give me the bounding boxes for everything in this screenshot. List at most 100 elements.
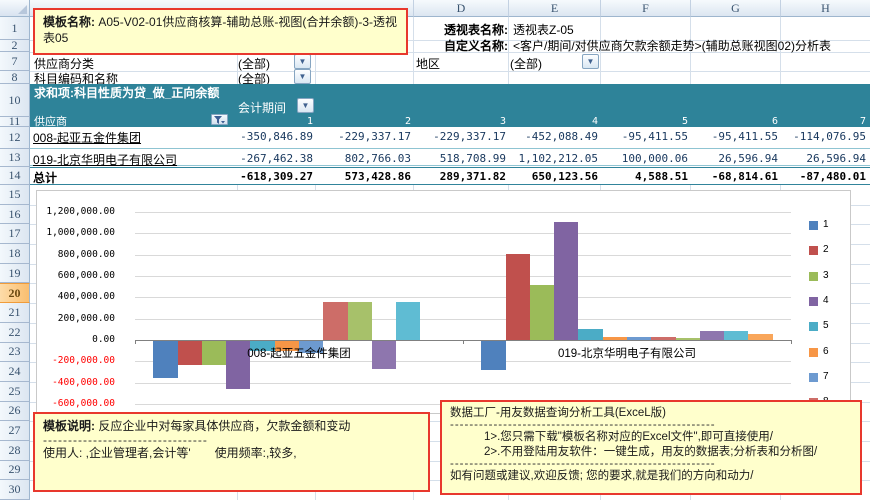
pivot-data-area [30,127,870,185]
legend-label-5: 5 [823,320,829,332]
supplier-value-cell[interactable]: 100,000.06 [621,152,688,165]
supplier-row-label[interactable]: 008-起亚五金件集团 [33,131,142,145]
column-header-H[interactable]: H [780,0,870,17]
bar-series-3 [201,341,227,366]
row-header-12[interactable]: 12 [0,127,30,149]
row-header-22[interactable]: 22 [0,322,30,343]
filter-region-value[interactable]: (全部) [510,57,542,71]
period-column-header-7[interactable]: 7 [859,116,866,127]
x-axis-tick [463,340,464,344]
row-header-7[interactable]: 7 [0,52,30,71]
row-header-15[interactable]: 15 [0,185,30,205]
template-description-label: 模板说明: [43,419,95,433]
period-field-dropdown[interactable]: ▼ [297,98,314,113]
pivot-name-value[interactable]: 透视表Z-05 [513,23,574,37]
chart-gridline [135,382,791,384]
supplier-value-cell[interactable]: -350,846.89 [240,130,313,143]
supplier-value-cell[interactable]: 518,708.99 [439,152,506,165]
total-value-cell[interactable]: 289,371.82 [439,170,506,183]
total-value-cell[interactable]: -68,814.61 [711,170,778,183]
supplier-value-cell[interactable]: 802,766.03 [344,152,411,165]
column-field-label[interactable]: 会计期间 [238,101,287,115]
chart-gridline [135,318,791,320]
bar-series-2 [505,254,530,340]
row-header-20[interactable]: 20 [0,283,30,304]
row-header-18[interactable]: 18 [0,244,30,264]
y-axis-tick-label: 400,000.00 [57,291,115,303]
supplier-value-cell[interactable]: -95,411.55 [621,130,688,143]
period-column-header-2[interactable]: 2 [404,116,411,127]
row-header-21[interactable]: 21 [0,303,30,323]
supplier-value-cell[interactable]: -229,337.17 [433,130,506,143]
period-column-header-6[interactable]: 6 [771,116,778,127]
period-column-header-5[interactable]: 5 [681,116,688,127]
row-header-2[interactable]: 2 [0,38,30,52]
row-header-30[interactable]: 30 [0,480,30,500]
filter-account-dropdown[interactable]: ▼ [294,69,311,84]
row-separator [30,165,870,166]
supplier-filter-button[interactable] [211,114,228,125]
row-header-23[interactable]: 23 [0,342,30,363]
supplier-value-cell[interactable]: 26,596.94 [718,152,778,165]
row-header-10[interactable]: 10 [0,84,30,117]
supplier-value-cell[interactable]: 26,596.94 [806,152,866,165]
measure-label[interactable]: 求和项:科目性质为贷_做_正向余额 [34,86,220,100]
row-field-label[interactable]: 供应商 [34,116,67,128]
period-column-header-1[interactable]: 1 [306,116,313,127]
y-axis-tick-label: -400,000.00 [52,376,115,388]
total-row-label[interactable]: 总计 [33,171,58,185]
supplier-row-label[interactable]: 019-北京华明电子有限公司 [33,153,178,167]
column-header-G[interactable]: G [690,0,780,17]
row-header-17[interactable]: 17 [0,224,30,245]
chart-gridline [135,361,791,363]
legend-label-4: 4 [823,294,829,306]
category-label: 008-起亚五金件集团 [247,348,351,360]
bar-chart-object[interactable]: 1,200,000.00 1,000,000.00 800,000.00 600,00… [36,190,851,414]
total-value-cell[interactable]: 573,428.86 [344,170,411,183]
row-header-29[interactable]: 29 [0,460,30,481]
y-axis-tick-label: 600,000.00 [57,270,115,281]
filter-supplier-category-value[interactable]: (全部) [238,57,270,71]
row-header-26[interactable]: 26 [0,401,30,422]
filter-region-dropdown[interactable]: ▼ [582,54,599,69]
total-value-cell[interactable]: 4,588.51 [635,170,688,183]
bar-series-8 [323,301,348,340]
supplier-value-cell[interactable]: -229,337.17 [338,130,411,143]
supplier-value-cell[interactable]: -95,411.55 [711,130,778,143]
data-factory-note[interactable]: 数据工厂-用友数据查询分析工具(ExceL版) ----------------… [440,400,862,495]
filter-funnel-icon [214,115,225,124]
filter-account-value[interactable]: (全部) [238,72,270,86]
period-column-header-4[interactable]: 4 [591,116,598,127]
legend-swatch-2 [809,246,818,256]
row-header-27[interactable]: 27 [0,421,30,441]
total-value-cell[interactable]: 650,123.56 [531,170,598,183]
row-header-16[interactable]: 16 [0,204,30,225]
row-header-11[interactable]: 11 [0,114,30,128]
bar-series-9 [347,301,372,340]
total-value-cell[interactable]: -87,480.01 [799,170,866,183]
template-description-note[interactable]: 模板说明: 反应企业中对每家具体供应商，欠款金额和变动 ------------… [33,412,430,492]
row-header-8[interactable]: 8 [0,70,30,84]
select-all-corner[interactable] [0,0,30,17]
supplier-value-cell[interactable]: -452,088.49 [525,130,598,143]
supplier-value-cell[interactable]: 1,102,212.05 [518,152,598,165]
row-header-25[interactable]: 25 [0,381,30,402]
column-header-F[interactable]: F [600,0,690,17]
total-value-cell[interactable]: -618,309.27 [240,170,313,183]
supplier-value-cell[interactable]: -114,076.95 [793,130,866,143]
row-header-24[interactable]: 24 [0,362,30,382]
chart-gridline [135,254,791,256]
row-header-13[interactable]: 13 [0,149,30,167]
column-header-E[interactable]: E [508,0,600,17]
template-name-note[interactable]: 模板名称: A05-V02-01供应商核算-辅助总账-视图(合并余额)-3-透视… [33,8,408,55]
column-header-D[interactable]: D [413,0,508,17]
filter-supplier-category-dropdown[interactable]: ▼ [294,54,311,69]
row-header-1[interactable]: 1 [0,17,30,40]
row-header-28[interactable]: 28 [0,440,30,461]
filter-account-label: 科目编码和名称 [34,72,119,86]
row-header-19[interactable]: 19 [0,263,30,284]
row-header-14[interactable]: 14 [0,167,30,185]
supplier-value-cell[interactable]: -267,462.38 [240,152,313,165]
custom-name-value[interactable]: <客户/期间/对供应商欠款余额走势>(辅助总账视图02)分析表 [513,39,832,53]
period-column-header-3[interactable]: 3 [499,116,506,127]
